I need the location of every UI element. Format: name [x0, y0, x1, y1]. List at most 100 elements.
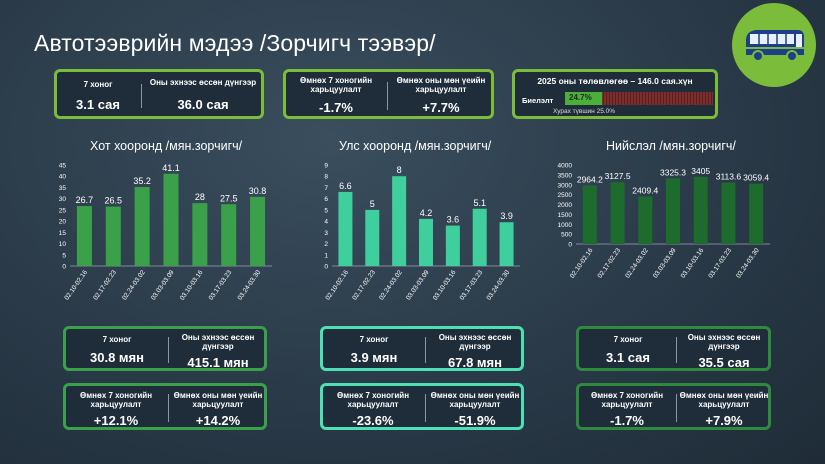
- intercity-prev-year-label: Өмнөх оны мөн үеийн харьцуулалт: [173, 391, 263, 409]
- capital-compare-card: Өмнөх 7 хоногийн харьцуулалт -1.7% Өмнөх…: [576, 383, 771, 430]
- bar: [221, 204, 237, 266]
- x-tick-label: 02.10-02.16: [569, 247, 595, 280]
- bar: [76, 206, 92, 266]
- bar: [472, 208, 487, 266]
- chart-capital-svg: 0 500 1000 1500 2000 2500 3000 3500 4000 2964.2 02…: [558, 163, 770, 280]
- ytd-label: Оны эхнээс өссөн дүнгээр: [149, 78, 257, 87]
- international-prev-week-value: -23.6%: [352, 413, 394, 428]
- x-tick-label: 03.24-03.30: [735, 247, 761, 280]
- data-label: 41.1: [162, 163, 180, 173]
- capital-prev-week-value: -1.7%: [610, 413, 644, 428]
- x-tick-label: 02.24-03.02: [378, 269, 404, 302]
- y-tick-label: 3000: [558, 182, 573, 189]
- x-tick-label: 03.10-03.16: [432, 269, 458, 302]
- bus-icon: [746, 30, 804, 62]
- intercity-week-label: 7 хоног: [102, 335, 132, 344]
- y-tick-label: 25: [59, 207, 67, 214]
- international-ytd-label: Оны эхнээс өссөн дүнгээр: [438, 333, 512, 351]
- data-label: 6.6: [339, 181, 352, 191]
- x-tick-label: 03.24-03.30: [486, 269, 512, 302]
- week-label: 7 хоног: [83, 80, 113, 89]
- chart-intercity: 0 5 10 15 20 25 30 35 40 45 26.7 02.10-02.16 26.5 02.…: [40, 155, 280, 315]
- bar: [666, 178, 680, 244]
- bar: [105, 206, 121, 266]
- prev-week-value: -1.7%: [319, 100, 353, 115]
- plan-label: Биелэлт: [522, 96, 554, 105]
- capital-prev-year-label: Өмнөх оны мөн үеийн харьцуулалт: [679, 391, 769, 409]
- x-tick-label: 03.10-03.16: [179, 269, 205, 302]
- plan-progress-bar: 24.7%: [565, 92, 713, 105]
- data-label: 2964.2: [577, 174, 603, 184]
- y-tick-label: 4: [324, 219, 328, 226]
- prev-year-value: +7.7%: [422, 100, 460, 115]
- y-tick-label: 0: [324, 264, 328, 271]
- bar: [163, 173, 179, 266]
- data-label: 3.6: [447, 215, 460, 225]
- capital-ytd-value: 35.5 сая: [698, 355, 750, 370]
- international-week-card: 7 хоног 3.9 мян Оны эхнээс өссөн дүнгээр…: [320, 326, 524, 371]
- capital-ytd-label: Оны эхнээс өссөн дүнгээр: [687, 333, 761, 351]
- bar: [638, 196, 653, 244]
- y-tick-label: 2500: [558, 192, 573, 199]
- y-tick-label: 15: [59, 230, 67, 237]
- x-tick-label: 02.10-02.16: [324, 269, 350, 302]
- y-tick-label: 30: [59, 196, 67, 203]
- bar: [250, 196, 266, 266]
- capital-prev-year-value: +7.9%: [705, 413, 743, 428]
- y-tick-label: 9: [324, 163, 328, 170]
- chart-title-international: Улс хооронд /мян.зорчигч/: [339, 139, 492, 153]
- data-label: 3127.5: [605, 171, 631, 181]
- y-tick-label: 40: [59, 174, 67, 181]
- international-compare-card: Өмнөх 7 хоногийн харьцуулалт -23.6% Өмнө…: [320, 383, 524, 430]
- x-tick-label: 03.17-03.23: [208, 269, 234, 302]
- plan-title: 2025 оны төлөвлөгөө – 146.0 сая.хүн: [537, 76, 693, 86]
- bar: [338, 191, 353, 266]
- chart-title-capital: Нийслэл /мян.зорчигч/: [606, 139, 736, 153]
- x-tick-label: 02.24-03.02: [121, 269, 147, 302]
- chart-title-intercity: Хот хооронд /мян.зорчигч/: [90, 139, 243, 153]
- data-label: 3.9: [500, 211, 513, 221]
- data-label: 27.5: [220, 193, 238, 203]
- y-tick-label: 1: [324, 252, 328, 259]
- y-tick-label: 8: [324, 174, 328, 181]
- data-label: 4.2: [420, 208, 433, 218]
- data-label: 8: [397, 165, 402, 175]
- data-label: 3405: [691, 166, 710, 176]
- intercity-compare-card: Өмнөх 7 хоногийн харьцуулалт +12.1% Өмнө…: [63, 383, 267, 430]
- top-week-card: 7 хоног 3.1 сая Оны эхнээс өссөн дүнгээр…: [54, 69, 264, 119]
- intercity-week-value: 30.8 мян: [90, 350, 144, 365]
- x-tick-label: 03.03-03.09: [405, 269, 431, 302]
- intercity-ytd-label: Оны эхнээс өссөн дүнгээр: [181, 333, 255, 351]
- data-label: 28: [195, 192, 205, 202]
- chart-international: 0 1 2 3 4 5 6 7 8 9 6.6 02.10-02.16 5 02.17-02.23 8 02.…: [308, 155, 528, 315]
- y-tick-label: 3: [324, 230, 328, 237]
- x-tick-label: 03.03-03.09: [150, 269, 176, 302]
- week-value: 3.1 сая: [76, 97, 120, 112]
- y-tick-label: 0: [62, 264, 66, 271]
- chart-capital: 0 500 1000 1500 2000 2500 3000 3500 4000 2964.2 02…: [540, 155, 780, 315]
- x-tick-label: 03.17-03.23: [707, 247, 733, 280]
- x-tick-label: 03.03-03.09: [652, 247, 678, 280]
- bar: [499, 222, 514, 266]
- intercity-prev-year-value: +14.2%: [195, 413, 241, 428]
- bar: [445, 225, 460, 266]
- prev-week-label: Өмнөх 7 хоногийн харьцуулалт: [299, 76, 373, 94]
- international-week-value: 3.9 мян: [350, 350, 398, 365]
- intercity-ytd-value: 415.1 мян: [187, 355, 249, 370]
- y-tick-label: 20: [59, 219, 67, 226]
- plan-progress-fill: 24.7%: [565, 92, 602, 105]
- ytd-value: 36.0 сая: [177, 97, 229, 112]
- y-tick-label: 6: [324, 196, 328, 203]
- y-tick-label: 1000: [558, 222, 573, 229]
- y-tick-label: 35: [59, 185, 67, 192]
- bar: [721, 182, 736, 244]
- international-week-label: 7 хоног: [359, 335, 389, 344]
- capital-prev-week-label: Өмнөх 7 хоногийн харьцуулалт: [590, 391, 664, 409]
- plan-card: 2025 оны төлөвлөгөө – 146.0 сая.хүн Биел…: [512, 69, 718, 119]
- y-tick-label: 10: [59, 241, 67, 248]
- data-label: 3325.3: [660, 167, 686, 177]
- bar: [749, 183, 764, 244]
- bar: [392, 176, 407, 266]
- bar: [582, 185, 597, 244]
- chart-international-svg: 0 1 2 3 4 5 6 7 8 9 6.6 02.10-02.16 5 02.17-02.23 8 02.…: [324, 163, 520, 302]
